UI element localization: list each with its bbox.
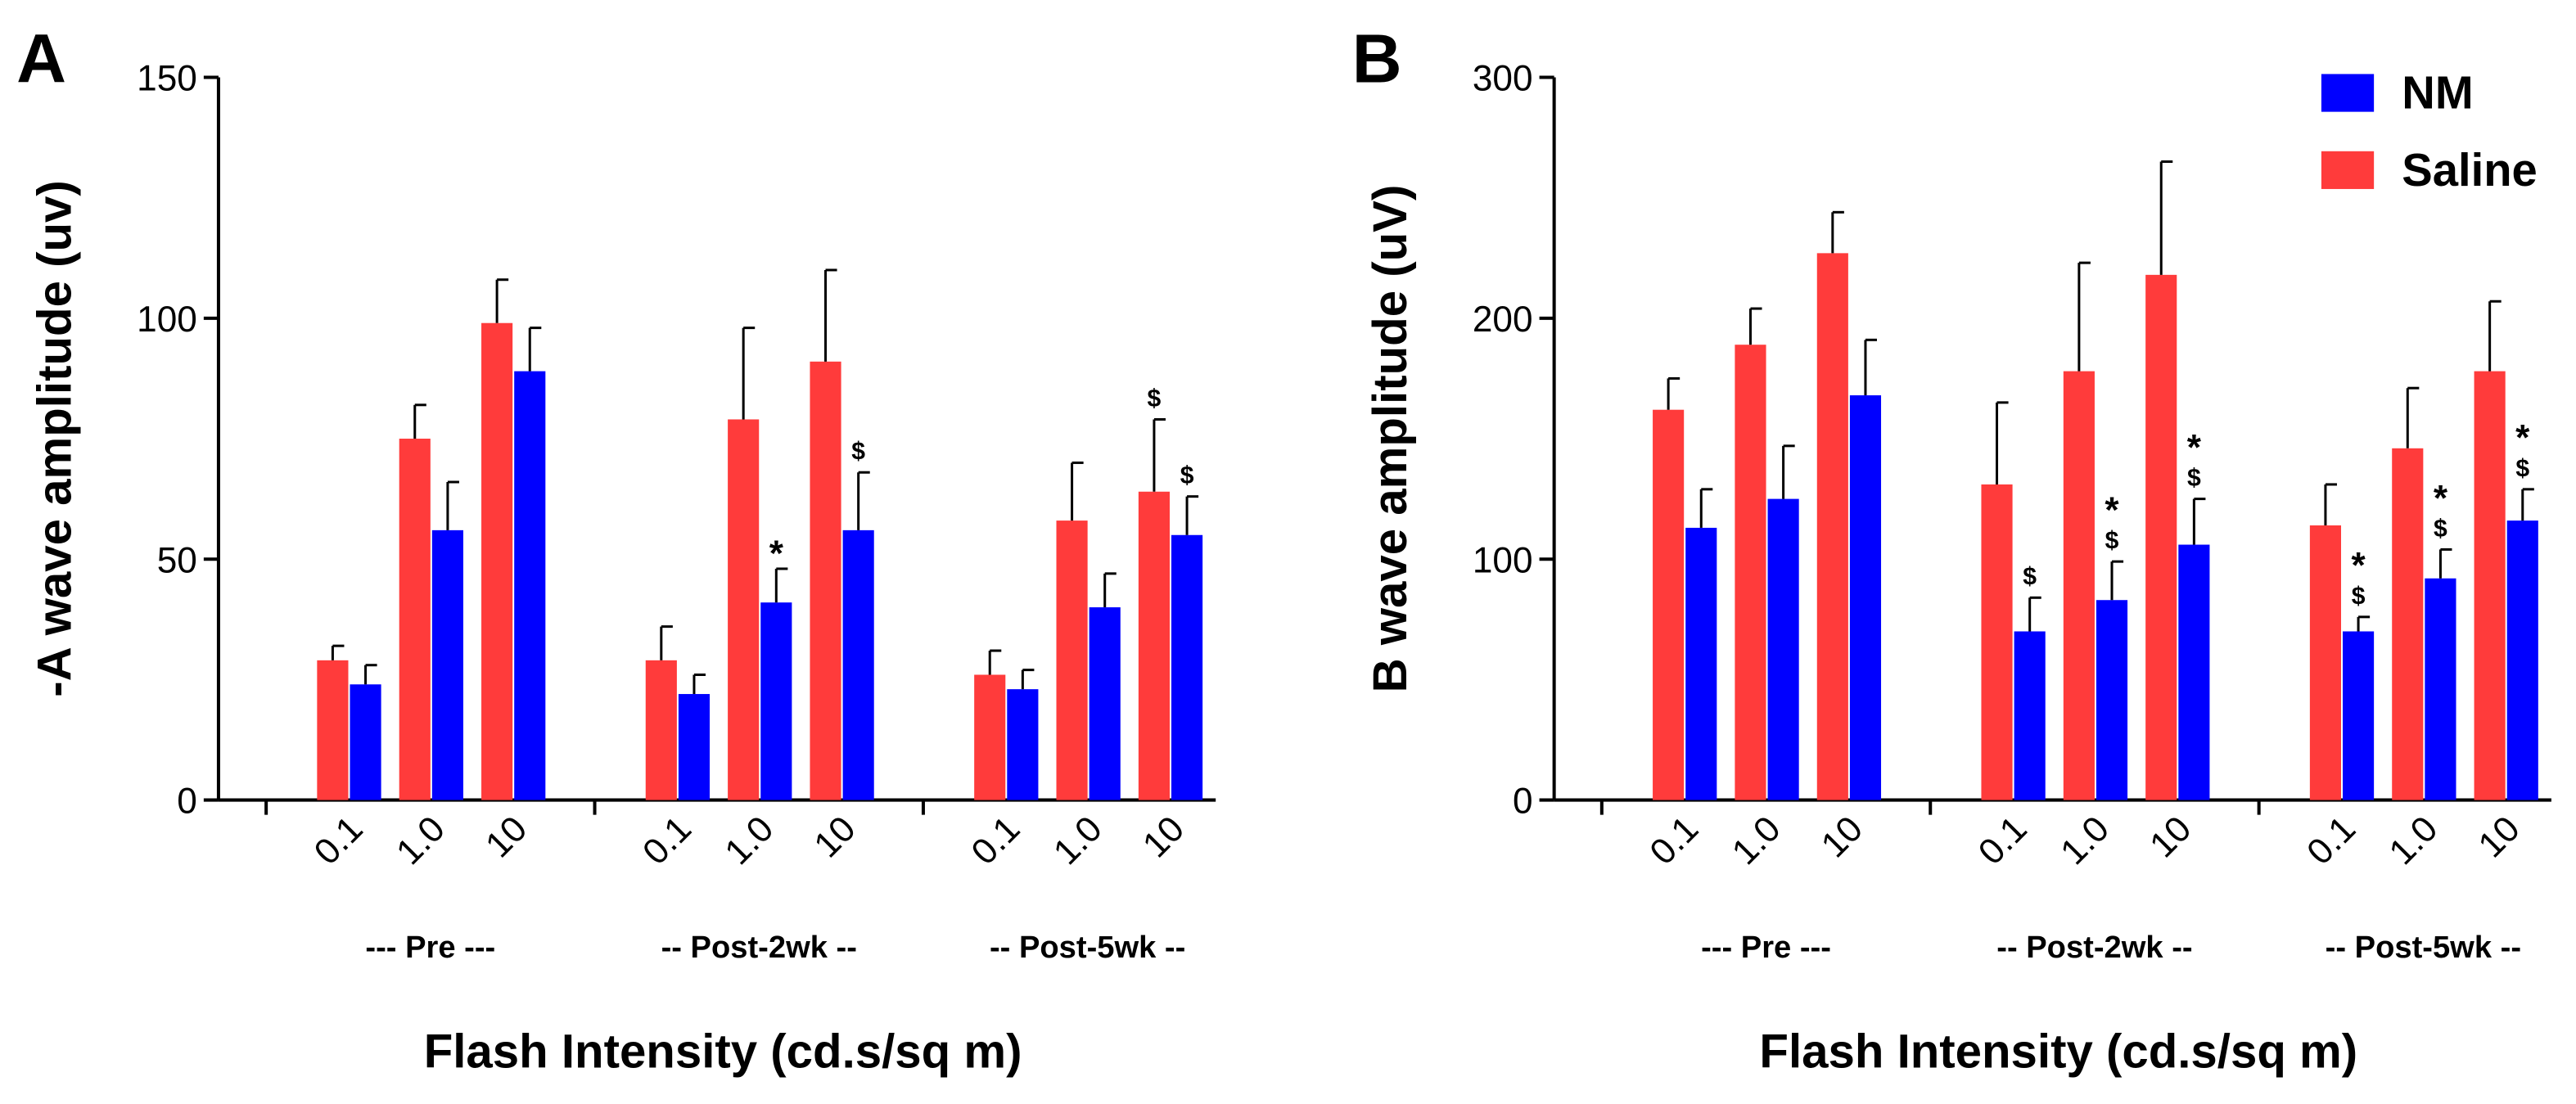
y-tick-label: 0: [177, 782, 197, 822]
annotation: *: [2434, 478, 2448, 518]
annotation: *: [2515, 418, 2530, 458]
panel-label: A: [16, 20, 66, 97]
group-label: --- Pre ---: [365, 930, 495, 965]
bar: [842, 529, 874, 800]
y-tick-label: 50: [157, 540, 197, 580]
bar: [1653, 409, 1685, 800]
y-tick-label: 0: [1513, 782, 1533, 822]
x-tick-label: 1.0: [2381, 809, 2445, 872]
bar: [481, 322, 513, 800]
annotation: $: [2187, 465, 2201, 492]
bar: [1138, 491, 1170, 800]
y-axis-label: B wave amplitude (uV): [1364, 185, 1417, 693]
x-tick-label: 0.1: [307, 809, 371, 872]
bar: [317, 660, 349, 800]
annotation: $: [2352, 583, 2366, 610]
group-label: -- Post-5wk --: [2326, 930, 2521, 965]
bar: [399, 439, 431, 800]
bar: [2474, 371, 2506, 800]
bar: [728, 419, 760, 800]
x-tick-label: 10: [2470, 809, 2527, 865]
bar: [1171, 534, 1203, 800]
bar: [1849, 395, 1882, 800]
x-tick-label: 10: [1135, 809, 1192, 865]
bar: [678, 694, 711, 800]
legend-swatch: [2321, 151, 2375, 189]
bar: [1767, 498, 1799, 800]
annotation: *: [2187, 427, 2202, 467]
x-tick-label: 1.0: [1725, 809, 1789, 872]
x-axis-label: Flash Intensity (cd.s/sq m): [1759, 1025, 2357, 1079]
group-label: -- Post-2wk --: [1996, 930, 2192, 965]
group-label: -- Post-5wk --: [990, 930, 1185, 965]
x-tick-label: 0.1: [963, 809, 1027, 872]
x-tick-label: 1.0: [717, 809, 781, 872]
legend-label: Saline: [2402, 144, 2538, 196]
y-tick-label: 150: [137, 59, 197, 99]
group-label: -- Post-2wk --: [661, 930, 857, 965]
annotation: $: [2105, 527, 2119, 554]
panel-label: B: [1352, 20, 1402, 97]
x-tick-label: 10: [806, 809, 863, 865]
bar: [1816, 253, 1848, 800]
bar: [810, 361, 841, 800]
y-tick-label: 200: [1473, 300, 1533, 340]
bar: [2506, 520, 2538, 800]
x-tick-label: 1.0: [389, 809, 453, 872]
bar: [2096, 600, 2128, 800]
x-tick-label: 1.0: [2053, 809, 2117, 872]
bar: [760, 602, 792, 800]
x-tick-label: 0.1: [2299, 809, 2363, 872]
bar: [1089, 607, 1121, 800]
bar: [2309, 525, 2341, 800]
bar: [2425, 578, 2456, 800]
bar: [645, 660, 677, 800]
x-tick-label: 0.1: [1642, 809, 1706, 872]
annotation: $: [1180, 462, 1194, 489]
bar: [1685, 527, 1717, 800]
bar: [2145, 274, 2177, 800]
x-tick-label: 1.0: [1046, 809, 1110, 872]
y-tick-label: 100: [137, 300, 197, 340]
bar: [1056, 520, 1088, 800]
bar: [974, 674, 1006, 800]
annotation: $: [2434, 515, 2447, 542]
x-tick-label: 10: [1814, 809, 1870, 865]
bar: [2178, 544, 2210, 800]
legend-label: NM: [2402, 67, 2473, 119]
bar: [1007, 689, 1039, 800]
x-tick-label: 0.1: [1971, 809, 2035, 872]
x-axis-label: Flash Intensity (cd.s/sq m): [424, 1025, 1022, 1079]
annotation: $: [1148, 385, 1162, 412]
annotation: *: [2351, 546, 2366, 586]
y-axis-label: -A wave amplitude (uv): [28, 180, 81, 697]
bar: [2392, 448, 2424, 800]
bar: [2063, 371, 2095, 800]
y-tick-label: 100: [1473, 540, 1533, 580]
group-label: --- Pre ---: [1701, 930, 1831, 965]
annotation: $: [851, 438, 865, 465]
bar: [1981, 484, 2013, 800]
bar: [431, 529, 463, 800]
annotation: *: [769, 534, 784, 574]
x-tick-label: 10: [478, 809, 535, 865]
bar: [514, 371, 546, 800]
annotation: $: [2023, 563, 2037, 590]
bar: [350, 684, 381, 800]
bar: [2014, 631, 2046, 800]
annotation: $: [2515, 455, 2529, 482]
x-tick-label: 10: [2142, 809, 2199, 865]
x-tick-label: 0.1: [635, 809, 699, 872]
bar: [1735, 345, 1766, 800]
legend-swatch: [2321, 74, 2375, 112]
y-tick-label: 300: [1473, 59, 1533, 99]
annotation: *: [2105, 490, 2119, 530]
bar: [2343, 631, 2375, 800]
